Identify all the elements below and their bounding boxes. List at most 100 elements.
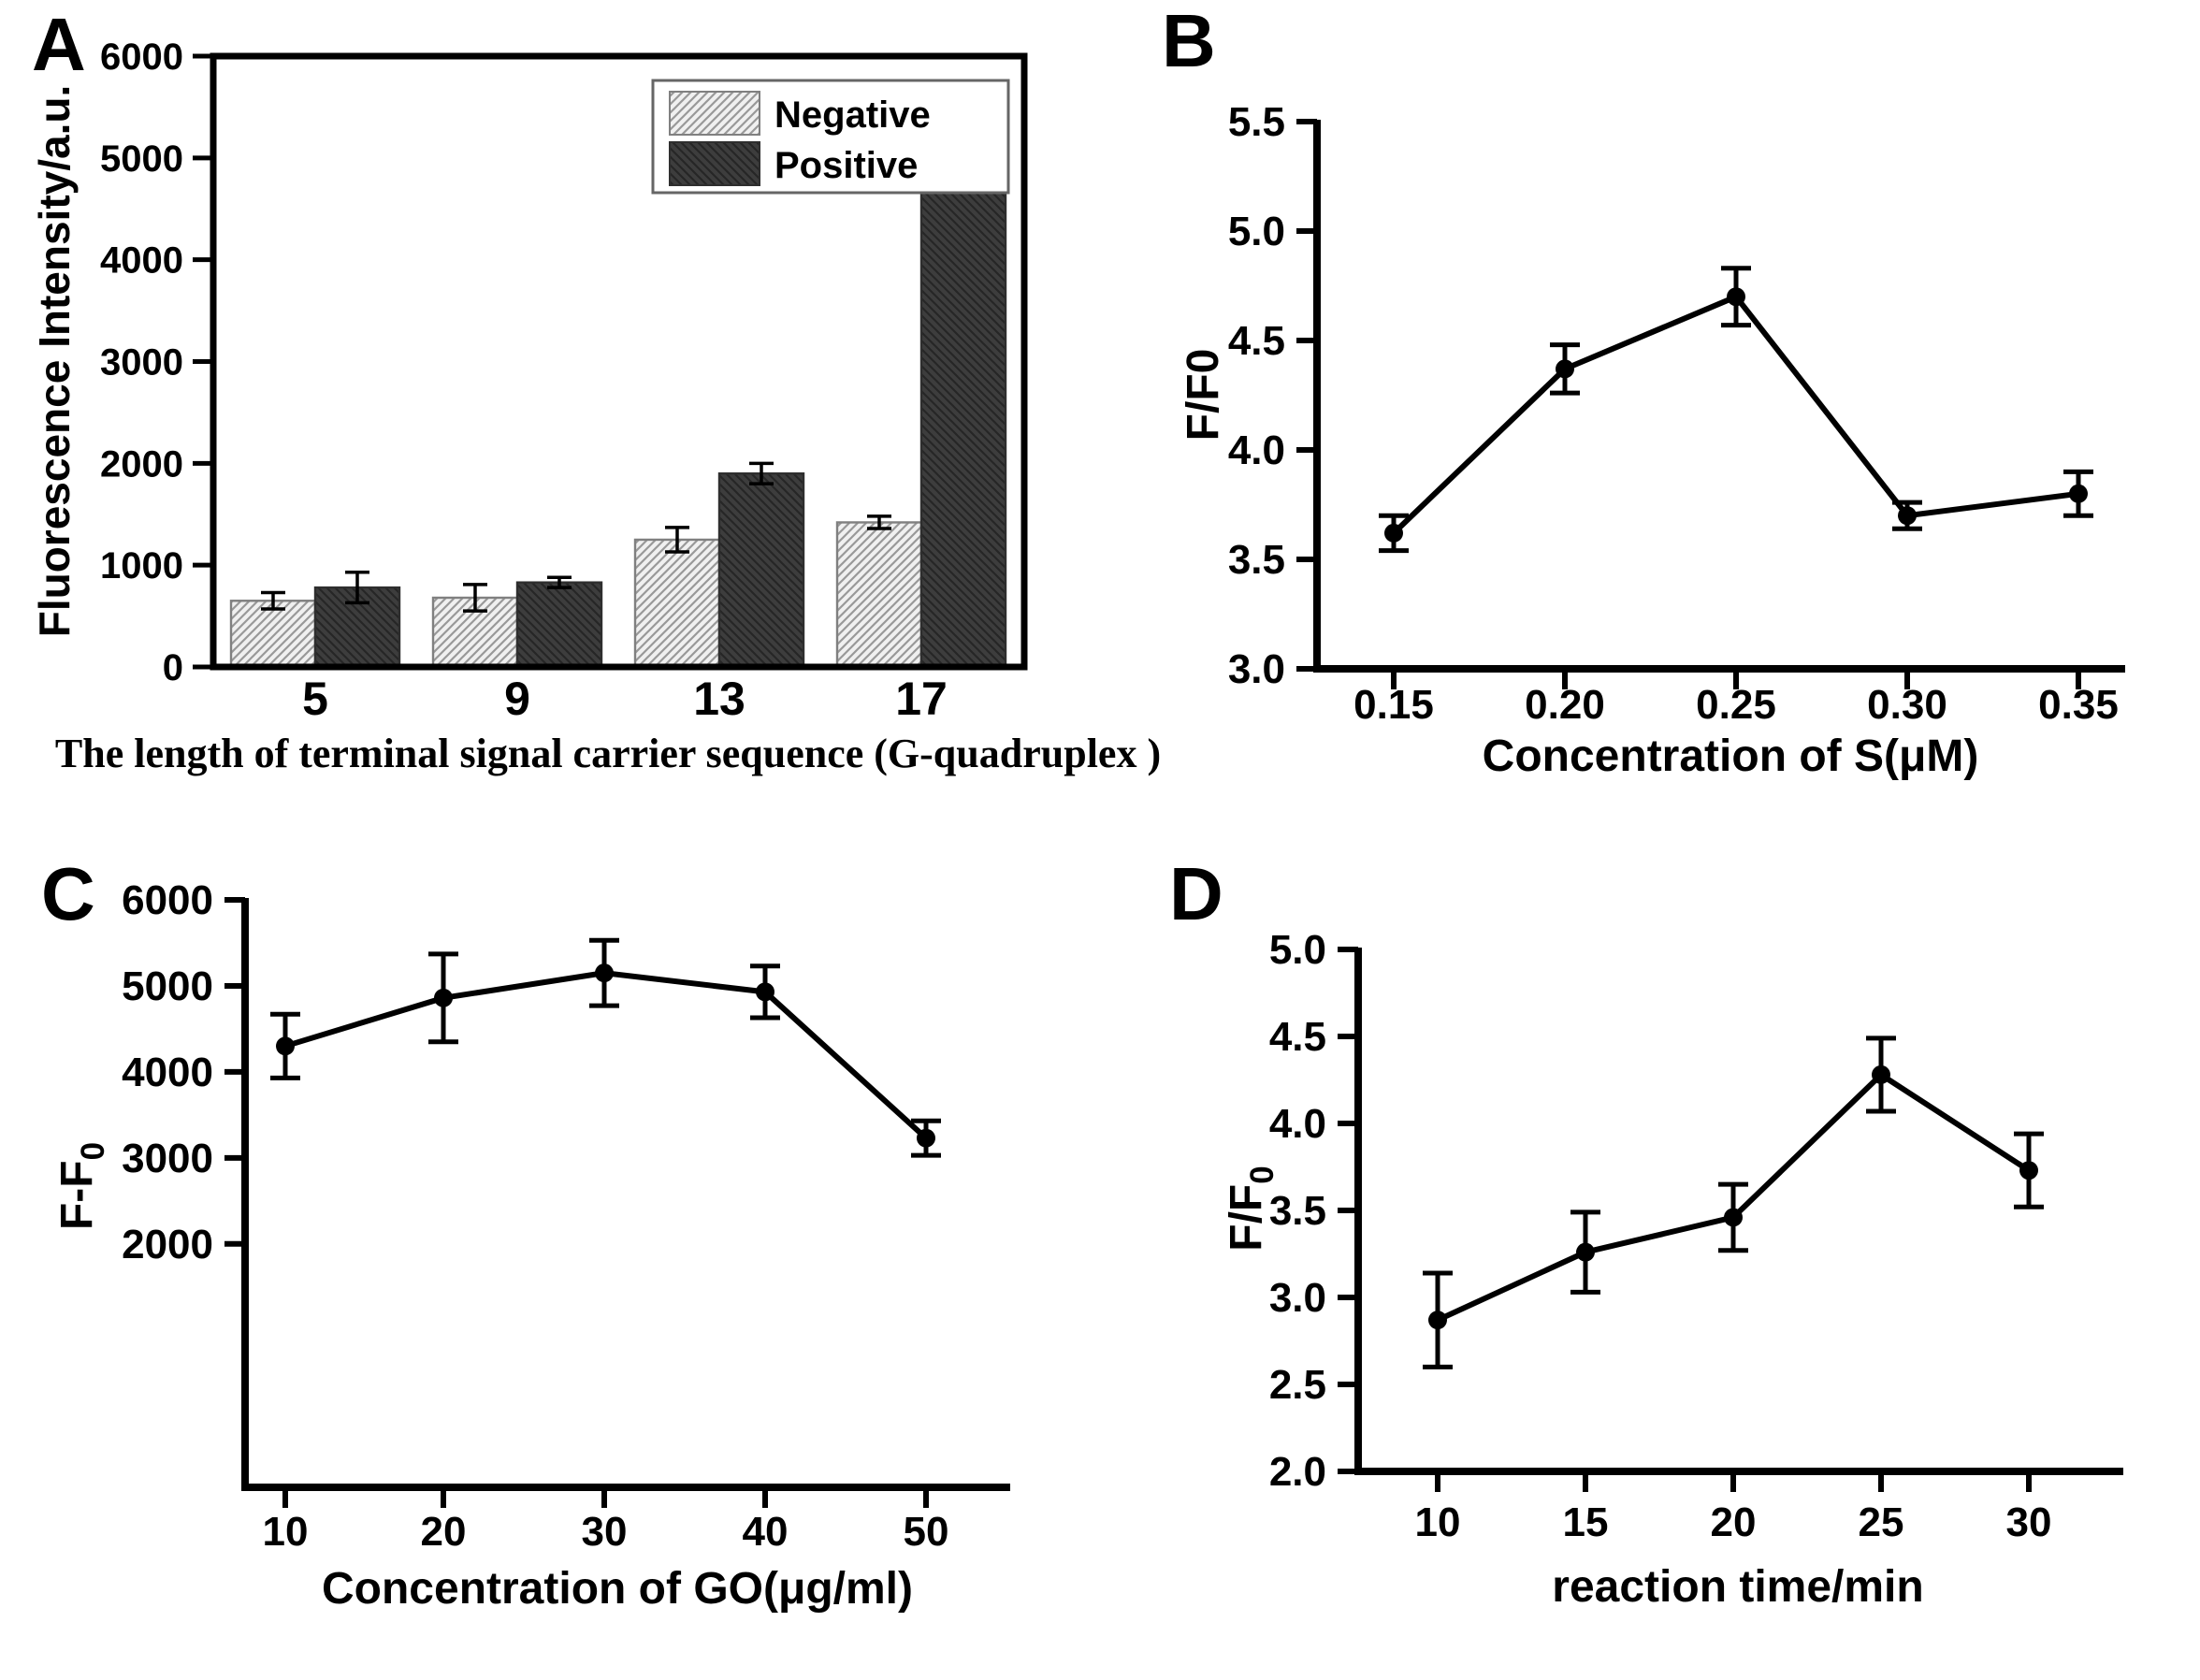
legend-label: Positive bbox=[774, 145, 918, 186]
y-tick-label: 5.5 bbox=[1228, 99, 1285, 145]
x-axis-title: Concentration of GO(μg/ml) bbox=[322, 1564, 913, 1614]
x-axis: 10 15 20 25 30 bbox=[1415, 1471, 2052, 1545]
x-tick-label: 0.35 bbox=[2038, 682, 2119, 728]
legend-swatch bbox=[669, 141, 760, 186]
bar bbox=[717, 472, 805, 669]
data-series bbox=[1379, 266, 2093, 554]
y-tick-label: 2000 bbox=[122, 1222, 213, 1267]
panel-b-label: B bbox=[1162, 0, 1216, 82]
data-marker bbox=[1556, 359, 1574, 379]
x-tick-label: 10 bbox=[1415, 1499, 1461, 1545]
y-axis-title: F/F0 bbox=[1179, 349, 1228, 442]
x-axis: 10 20 30 40 50 bbox=[263, 1487, 949, 1555]
legend-label: Negative bbox=[774, 94, 931, 136]
x-axis-title: The length of terminal signal carrier se… bbox=[55, 731, 1161, 776]
y-tick-label: 5000 bbox=[122, 963, 213, 1009]
x-category-label: 17 bbox=[895, 673, 948, 725]
y-tick-label: 5000 bbox=[100, 138, 183, 180]
data-marker bbox=[1428, 1311, 1447, 1330]
x-tick-label: 0.15 bbox=[1353, 682, 1434, 728]
x-tick-label: 0.20 bbox=[1525, 682, 1605, 728]
legend: Negative Positive bbox=[651, 79, 1010, 195]
y-axis: 2.0 2.5 3.0 3.5 4.0 4.5 5.0 bbox=[1269, 927, 1358, 1495]
x-axis-title: Concentration of S(μM) bbox=[1483, 731, 1979, 781]
y-axis: 3.0 3.5 4.0 4.5 5.0 5.5 bbox=[1228, 99, 1317, 692]
bar bbox=[835, 521, 923, 669]
axis-spines bbox=[241, 898, 1010, 1491]
x-tick-label: 20 bbox=[421, 1509, 467, 1555]
y-axis: 2000 3000 4000 5000 6000 bbox=[122, 877, 245, 1267]
x-tick-label: 15 bbox=[1563, 1499, 1609, 1545]
x-category-label: 13 bbox=[693, 673, 745, 725]
panel-d-label: D bbox=[1169, 852, 1223, 935]
y-axis-title: Fluorescence Intensity/a.u. bbox=[30, 85, 79, 638]
y-tick-label: 4.5 bbox=[1228, 318, 1285, 364]
x-tick-label: 25 bbox=[1859, 1499, 1904, 1545]
y-axis: 0 1000 2000 3000 4000 5000 6000 bbox=[100, 36, 213, 688]
data-marker bbox=[2069, 484, 2088, 503]
bar bbox=[919, 129, 1007, 669]
data-marker bbox=[2019, 1161, 2038, 1180]
x-tick-label: 0.25 bbox=[1696, 682, 1776, 728]
y-tick-label: 4000 bbox=[122, 1050, 213, 1095]
data-line bbox=[1391, 293, 2079, 536]
data-marker bbox=[917, 1128, 935, 1148]
bar bbox=[633, 538, 721, 669]
y-tick-label: 3000 bbox=[122, 1136, 213, 1181]
bar bbox=[229, 600, 317, 669]
y-tick-label: 6000 bbox=[100, 36, 183, 78]
y-tick-label: 4.0 bbox=[1269, 1101, 1326, 1147]
x-tick-label: 30 bbox=[582, 1509, 628, 1555]
bar bbox=[515, 581, 603, 669]
panel-b-chart: 3.0 3.5 4.0 4.5 5.0 5.5 0.15 0.20 0.25 0.30 0.35 Co… bbox=[1179, 99, 2125, 781]
x-tick-label: 40 bbox=[743, 1509, 789, 1555]
x-tick-label: 0.30 bbox=[1867, 682, 1947, 728]
y-tick-label: 0 bbox=[163, 647, 183, 688]
y-tick-label: 4.5 bbox=[1269, 1014, 1326, 1060]
data-marker bbox=[1898, 506, 1917, 526]
data-marker bbox=[434, 988, 453, 1007]
x-tick-label: 50 bbox=[904, 1509, 949, 1555]
y-tick-label: 1000 bbox=[100, 545, 183, 587]
y-tick-label: 5.0 bbox=[1269, 927, 1326, 973]
legend-swatch bbox=[669, 91, 760, 136]
x-category-label: 5 bbox=[302, 673, 328, 725]
panel-a-label: A bbox=[32, 3, 86, 86]
data-marker bbox=[756, 982, 774, 1002]
bar-series-positive bbox=[313, 119, 1007, 669]
y-tick-label: 4.0 bbox=[1228, 427, 1285, 473]
x-category-label: 9 bbox=[504, 673, 530, 725]
y-tick-label: 2.0 bbox=[1269, 1449, 1326, 1495]
y-axis-title: F/F0 bbox=[1222, 1166, 1281, 1251]
panel-a-chart: 0 1000 2000 3000 4000 5000 6000 5 9 13 17 The lengt… bbox=[30, 36, 1161, 776]
y-tick-label: 3.0 bbox=[1269, 1275, 1326, 1321]
y-tick-label: 6000 bbox=[122, 877, 213, 923]
plot-frame bbox=[210, 52, 1028, 671]
x-tick-label: 10 bbox=[263, 1509, 309, 1555]
y-tick-label: 3000 bbox=[100, 342, 183, 384]
y-tick-label: 2000 bbox=[100, 443, 183, 485]
y-tick-label: 4000 bbox=[100, 240, 183, 282]
axis-spines bbox=[1313, 120, 2125, 673]
x-tick-label: 20 bbox=[1711, 1499, 1757, 1545]
x-tick-label: 30 bbox=[2006, 1499, 2052, 1545]
panel-d-chart: 2.0 2.5 3.0 3.5 4.0 4.5 5.0 10 15 20 25 30 reaction … bbox=[1222, 927, 2123, 1612]
y-tick-label: 5.0 bbox=[1228, 209, 1285, 254]
panel-c-label: C bbox=[41, 852, 95, 935]
y-tick-label: 3.5 bbox=[1228, 537, 1285, 583]
data-marker bbox=[1724, 1208, 1743, 1227]
data-series bbox=[270, 937, 941, 1158]
y-tick-label: 3.5 bbox=[1269, 1188, 1326, 1234]
data-marker bbox=[1872, 1064, 1890, 1084]
y-tick-label: 2.5 bbox=[1269, 1362, 1326, 1408]
data-marker bbox=[276, 1036, 295, 1056]
data-marker bbox=[1384, 523, 1403, 543]
y-tick-label: 3.0 bbox=[1228, 646, 1285, 692]
data-marker bbox=[1576, 1242, 1595, 1262]
data-marker bbox=[1727, 287, 1745, 307]
data-series bbox=[1423, 1036, 2044, 1369]
data-marker bbox=[595, 963, 614, 983]
x-axis: 0.15 0.20 0.25 0.30 0.35 bbox=[1353, 669, 2119, 728]
